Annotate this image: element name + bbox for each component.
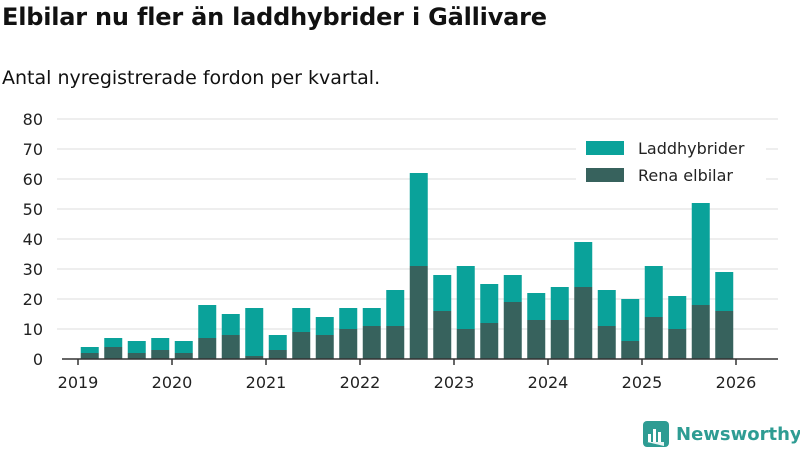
bar-laddhybrider (268, 335, 287, 350)
newsworthy-logo-icon (643, 421, 669, 447)
bar-rena-elbilar (456, 329, 475, 359)
bar-rena-elbilar (362, 326, 381, 359)
bar-laddhybrider (80, 347, 99, 353)
y-tick-label: 70 (23, 140, 43, 159)
bar-rena-elbilar (433, 311, 452, 359)
bar-laddhybrider (339, 308, 358, 329)
y-tick-label: 30 (23, 260, 43, 279)
bar-laddhybrider (621, 299, 640, 341)
bar-laddhybrider (480, 284, 499, 323)
bar-laddhybrider (644, 266, 663, 317)
y-tick-label: 80 (23, 110, 43, 129)
x-tick-label: 2024 (528, 373, 569, 392)
bar-rena-elbilar (668, 329, 687, 359)
x-tick-label: 2021 (246, 373, 287, 392)
y-tick-label: 40 (23, 230, 43, 249)
bar-laddhybrider (715, 272, 734, 311)
bar-laddhybrider (221, 314, 240, 335)
bar-rena-elbilar (268, 350, 287, 359)
legend-label: Rena elbilar (638, 166, 733, 185)
bar-laddhybrider (527, 293, 546, 320)
bar-laddhybrider (315, 317, 334, 335)
bar-laddhybrider (198, 305, 217, 338)
bar-rena-elbilar (644, 317, 663, 359)
legend-swatch (586, 168, 624, 182)
chart-title: Elbilar nu fler än laddhybrider i Gälliv… (2, 3, 547, 31)
bar-laddhybrider (386, 290, 405, 326)
bar-laddhybrider (597, 290, 616, 326)
y-tick-label: 20 (23, 290, 43, 309)
chart-subtitle: Antal nyregistrerade fordon per kvartal. (2, 67, 381, 89)
bar-rena-elbilar (80, 353, 99, 359)
legend-swatch (586, 141, 624, 155)
bar-laddhybrider (292, 308, 311, 332)
bar-laddhybrider (503, 275, 522, 302)
bar-rena-elbilar (198, 338, 217, 359)
bar-rena-elbilar (574, 287, 593, 359)
bar-rena-elbilar (339, 329, 358, 359)
bar-laddhybrider (409, 173, 428, 266)
brand-logo: Newsworthy (643, 420, 800, 448)
bar-rena-elbilar (503, 302, 522, 359)
bar-rena-elbilar (127, 353, 146, 359)
bar-rena-elbilar (691, 305, 710, 359)
bar-rena-elbilar (550, 320, 569, 359)
x-tick-label: 2025 (622, 373, 663, 392)
y-tick-label: 60 (23, 170, 43, 189)
legend-label: Laddhybrider (638, 139, 745, 158)
bar-laddhybrider (691, 203, 710, 305)
y-tick-label: 50 (23, 200, 43, 219)
bar-laddhybrider (433, 275, 452, 311)
bar-rena-elbilar (315, 335, 334, 359)
x-tick-label: 2026 (716, 373, 757, 392)
bar-rena-elbilar (104, 347, 123, 359)
x-tick-label: 2019 (58, 373, 99, 392)
brand-name: Newsworthy (676, 423, 800, 445)
bar-laddhybrider (550, 287, 569, 320)
y-tick-label: 0 (33, 350, 43, 369)
bar-rena-elbilar (151, 350, 170, 359)
bar-rena-elbilar (292, 332, 311, 359)
bar-laddhybrider (151, 338, 170, 350)
bar-laddhybrider (574, 242, 593, 287)
bar-rena-elbilar (409, 266, 428, 359)
bar-laddhybrider (456, 266, 475, 329)
bar-laddhybrider (668, 296, 687, 329)
bar-rena-elbilar (386, 326, 405, 359)
x-tick-label: 2022 (340, 373, 381, 392)
bar-rena-elbilar (715, 311, 734, 359)
bar-laddhybrider (104, 338, 123, 347)
bar-laddhybrider (174, 341, 193, 353)
bar-laddhybrider (245, 308, 264, 356)
bar-rena-elbilar (174, 353, 193, 359)
x-tick-label: 2023 (434, 373, 475, 392)
bar-rena-elbilar (245, 356, 264, 359)
bar-rena-elbilar (221, 335, 240, 359)
x-tick-label: 2020 (152, 373, 193, 392)
bar-rena-elbilar (480, 323, 499, 359)
bar-rena-elbilar (527, 320, 546, 359)
bar-rena-elbilar (621, 341, 640, 359)
bar-rena-elbilar (597, 326, 616, 359)
bar-laddhybrider (127, 341, 146, 353)
bar-laddhybrider (362, 308, 381, 326)
y-tick-label: 10 (23, 320, 43, 339)
